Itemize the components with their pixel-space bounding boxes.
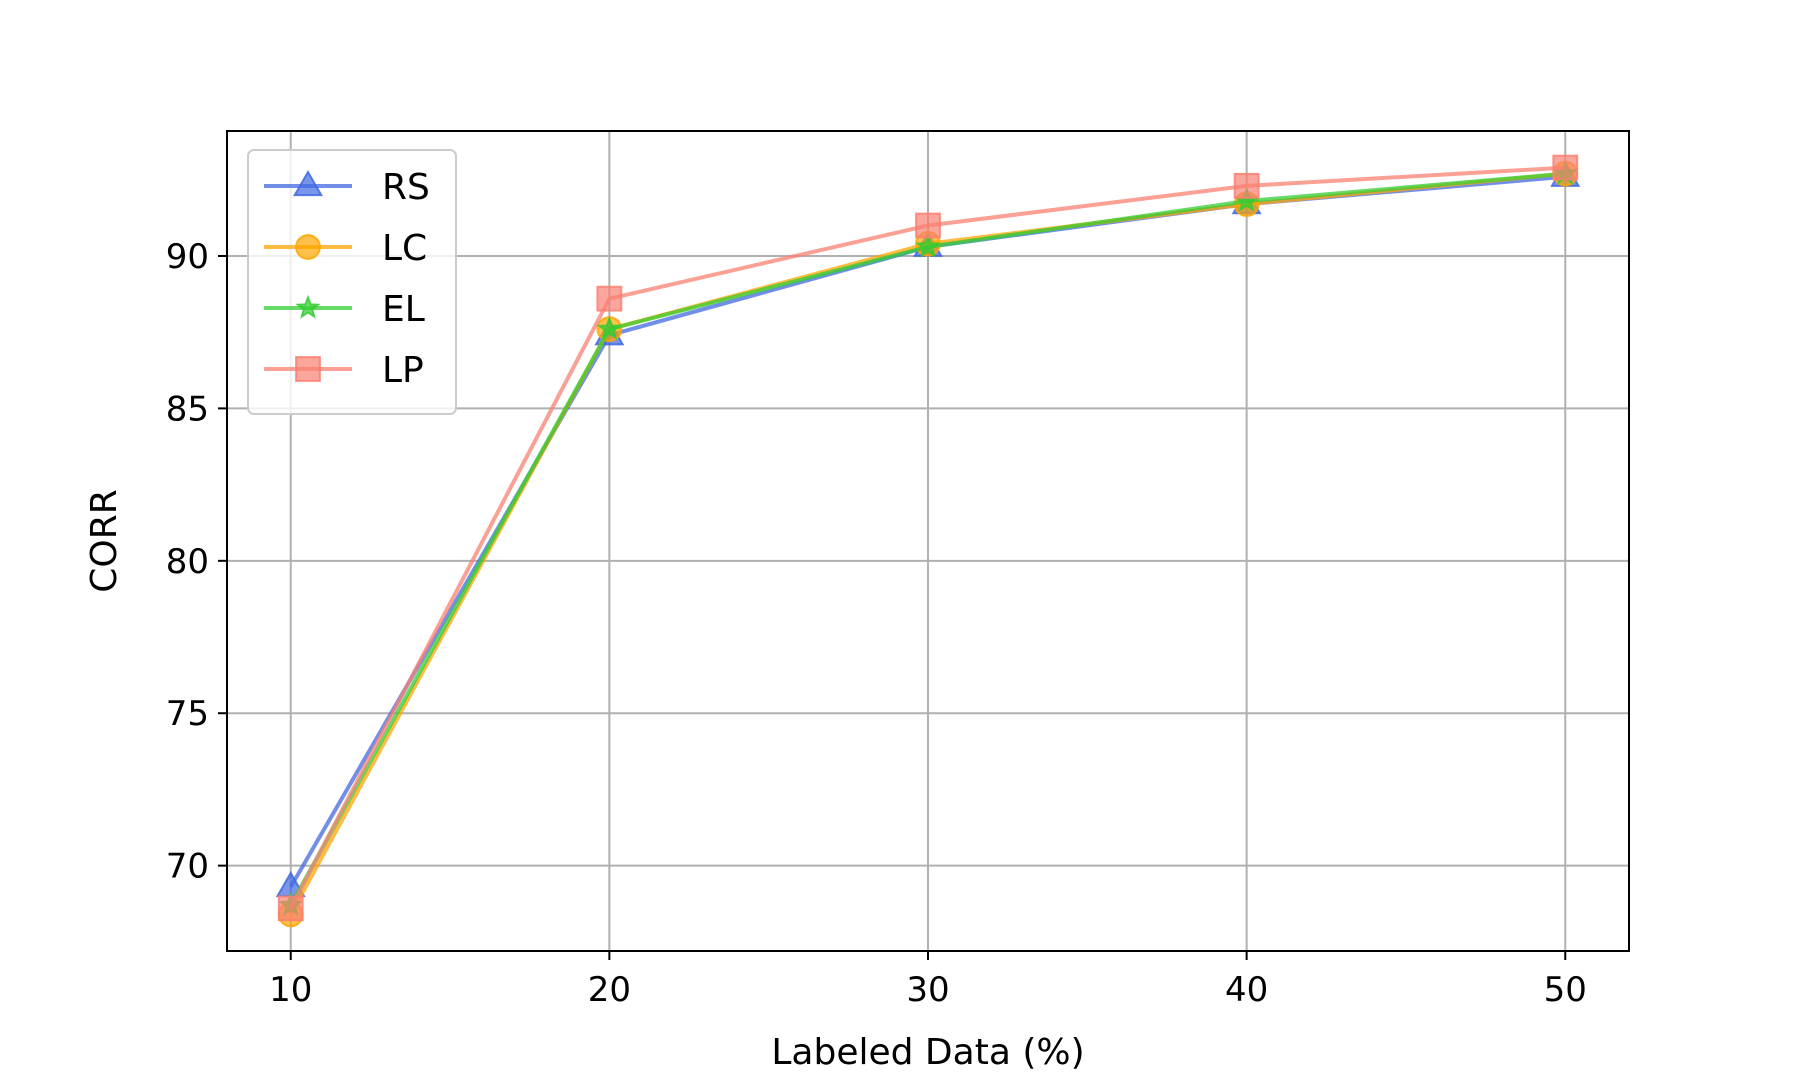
x-tick-label: 50 [1544,970,1587,1010]
legend-marker [295,294,321,319]
legend: RS LC EL LP [247,149,457,415]
data-point [1552,154,1579,181]
x-tick-label: 20 [588,970,631,1010]
legend-label: RS [382,167,430,208]
y-tick-label: 75 [166,694,209,734]
y-axis: 70 75 80 85 90 [166,237,227,887]
legend-item: RS [264,167,430,208]
data-point [596,285,623,312]
legend-box [247,149,457,415]
legend-label: LC [382,228,427,269]
y-axis-label: CORR [84,489,125,593]
x-tick-label: 40 [1225,970,1268,1010]
legend-marker [292,169,324,197]
legend-item: EL [264,289,425,330]
data-point [915,212,941,239]
grid [227,131,1629,951]
y-tick-label: 80 [166,542,209,582]
legend-marker [295,234,321,260]
data-point [1233,172,1260,199]
y-tick-label: 90 [166,237,209,277]
legend-label: EL [382,289,425,330]
data-point [277,895,304,922]
data-point [915,233,941,258]
legend-marker [295,356,321,382]
legend-item: LC [264,228,427,269]
legend-item: LP [264,350,424,391]
data-point [596,315,623,340]
x-tick-label: 30 [906,970,949,1010]
x-axis-label: Labeled Data (%) [771,1032,1084,1073]
x-tick-label: 10 [269,970,312,1010]
legend-label: LP [382,350,424,391]
series-lines [275,154,1581,928]
y-tick-label: 70 [166,847,209,887]
x-axis: 10 20 30 40 50 [269,951,1587,1010]
series-lp [277,154,1579,922]
y-tick-label: 85 [166,389,209,429]
